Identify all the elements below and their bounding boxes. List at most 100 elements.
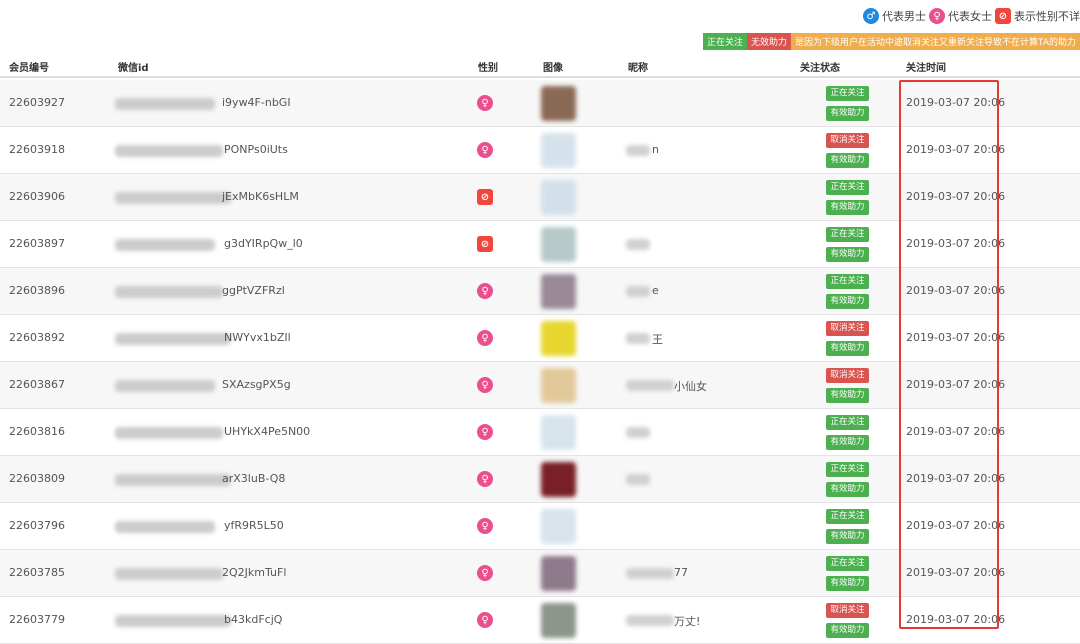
follow-status-badge: 取消关注 — [826, 603, 869, 618]
female-icon: ♀ — [477, 283, 493, 299]
legend-male-label: 代表男士 — [882, 10, 926, 23]
highlight-box — [899, 80, 999, 629]
avatar[interactable] — [541, 415, 576, 450]
assist-status-badge: 有效助力 — [826, 576, 869, 591]
follow-status-badge: 正在关注 — [826, 556, 869, 571]
assist-status-badge: 有效助力 — [826, 623, 869, 638]
member-id: 22603892 — [9, 331, 65, 344]
wechat-id-redaction — [115, 333, 231, 345]
avatar[interactable] — [541, 556, 576, 591]
follow-time: 2019-03-07 20:06 — [906, 284, 1006, 297]
follow-time: 2019-03-07 20:06 — [906, 378, 1006, 391]
follow-time: 2019-03-07 20:06 — [906, 190, 1006, 203]
nickname: 王 — [652, 333, 663, 346]
female-icon: ♀ — [929, 8, 945, 24]
female-icon: ♀ — [477, 424, 493, 440]
avatar[interactable] — [541, 321, 576, 356]
wechat-id: UHYkX4Pe5N00 — [224, 425, 311, 438]
notice-explanation: 是因为下级用户在活动中途取消关注又重新关注导致不在计算TA的助力 — [791, 33, 1080, 50]
wechat-id: ggPtVZFRzl — [222, 284, 285, 297]
avatar[interactable] — [541, 227, 576, 262]
female-icon: ♀ — [477, 471, 493, 487]
nickname-redaction — [626, 474, 650, 485]
wechat-id: 2Q2JkmTuFl — [222, 566, 287, 579]
table-row[interactable]: 22603779 b43kdFcjQ ♀ 万丈! 取消关注 有效助力 2019-… — [0, 597, 1080, 644]
member-id: 22603816 — [9, 425, 65, 438]
table-row[interactable]: 22603897 g3dYIRpQw_l0 ⊘ 正在关注 有效助力 2019-0… — [0, 221, 1080, 268]
follow-status-badge: 正在关注 — [826, 462, 869, 477]
notice-invalid-badge: 无效助力 — [747, 33, 792, 50]
wechat-id-redaction — [115, 380, 215, 392]
member-id: 22603906 — [9, 190, 65, 203]
avatar[interactable] — [541, 86, 576, 121]
member-id: 22603796 — [9, 519, 65, 532]
assist-status-badge: 有效助力 — [826, 529, 869, 544]
wechat-id-redaction — [115, 521, 215, 533]
legend-female-label: 代表女士 — [948, 10, 992, 23]
notice-following-badge: 正在关注 — [703, 33, 748, 50]
legend-unknown-label: 表示性别不详 — [1014, 10, 1080, 23]
follow-time: 2019-03-07 20:06 — [906, 425, 1006, 438]
nickname-redaction — [626, 239, 650, 250]
avatar[interactable] — [541, 180, 576, 215]
avatar[interactable] — [541, 274, 576, 309]
gender-legend: ♂ 代表男士 ♀ 代表女士 ⊘ 表示性别不详 — [863, 8, 1080, 24]
nickname-redaction — [626, 427, 650, 438]
follow-time: 2019-03-07 20:06 — [906, 519, 1006, 532]
member-id: 22603896 — [9, 284, 65, 297]
wechat-id-redaction — [115, 568, 223, 580]
wechat-id: NWYvx1bZIl — [224, 331, 291, 344]
wechat-id-redaction — [115, 192, 231, 204]
member-id: 22603927 — [9, 96, 65, 109]
table-header: 会员编号 微信id 性别 图像 昵称 关注状态 关注时间 — [0, 52, 1080, 78]
table-row[interactable]: 22603816 UHYkX4Pe5N00 ♀ 正在关注 有效助力 2019-0… — [0, 409, 1080, 456]
nickname-redaction — [626, 145, 650, 156]
wechat-id-redaction — [115, 427, 223, 439]
nickname-redaction — [626, 568, 674, 579]
male-icon: ♂ — [863, 8, 879, 24]
wechat-id: i9yw4F-nbGI — [222, 96, 291, 109]
follow-status-badge: 正在关注 — [826, 274, 869, 289]
assist-status-badge: 有效助力 — [826, 435, 869, 450]
follow-time: 2019-03-07 20:06 — [906, 331, 1006, 344]
assist-status-badge: 有效助力 — [826, 294, 869, 309]
table-row[interactable]: 22603918 PONPs0iUts ♀ n 取消关注 有效助力 2019-0… — [0, 127, 1080, 174]
nickname: 77 — [674, 566, 688, 579]
follow-time: 2019-03-07 20:06 — [906, 566, 1006, 579]
member-id: 22603779 — [9, 613, 65, 626]
follow-time: 2019-03-07 20:06 — [906, 237, 1006, 250]
follow-status-badge: 正在关注 — [826, 86, 869, 101]
nickname: 万丈! — [674, 615, 701, 628]
assist-status-badge: 有效助力 — [826, 482, 869, 497]
status-notice: 正在关注 无效助力 是因为下级用户在活动中途取消关注又重新关注导致不在计算TA的… — [703, 33, 1080, 50]
table-row[interactable]: 22603892 NWYvx1bZIl ♀ 王 取消关注 有效助力 2019-0… — [0, 315, 1080, 362]
wechat-id-redaction — [115, 615, 231, 627]
avatar[interactable] — [541, 368, 576, 403]
wechat-id: SXAzsgPX5g — [222, 378, 291, 391]
member-id: 22603785 — [9, 566, 65, 579]
avatar[interactable] — [541, 509, 576, 544]
assist-status-badge: 有效助力 — [826, 341, 869, 356]
unknown-gender-icon: ⊘ — [477, 236, 493, 252]
table-row[interactable]: 22603796 yfR9R5L50 ♀ 正在关注 有效助力 2019-03-0… — [0, 503, 1080, 550]
avatar[interactable] — [541, 462, 576, 497]
nickname: e — [652, 284, 659, 297]
female-icon: ♀ — [477, 95, 493, 111]
wechat-id-redaction — [115, 474, 231, 486]
unknown-gender-icon: ⊘ — [995, 8, 1011, 24]
avatar[interactable] — [541, 603, 576, 638]
nickname: 小仙女 — [674, 380, 707, 393]
member-id: 22603918 — [9, 143, 65, 156]
follow-status-badge: 取消关注 — [826, 133, 869, 148]
wechat-id: arX3luB-Q8 — [222, 472, 286, 485]
nickname: n — [652, 143, 659, 156]
col-nickname: 昵称 — [628, 63, 648, 74]
follow-status-badge: 正在关注 — [826, 509, 869, 524]
nickname-redaction — [626, 615, 674, 626]
wechat-id: yfR9R5L50 — [224, 519, 284, 532]
assist-status-badge: 有效助力 — [826, 153, 869, 168]
col-avatar: 图像 — [543, 63, 563, 74]
col-member-id: 会员编号 — [9, 63, 49, 74]
avatar[interactable] — [541, 133, 576, 168]
member-id: 22603867 — [9, 378, 65, 391]
